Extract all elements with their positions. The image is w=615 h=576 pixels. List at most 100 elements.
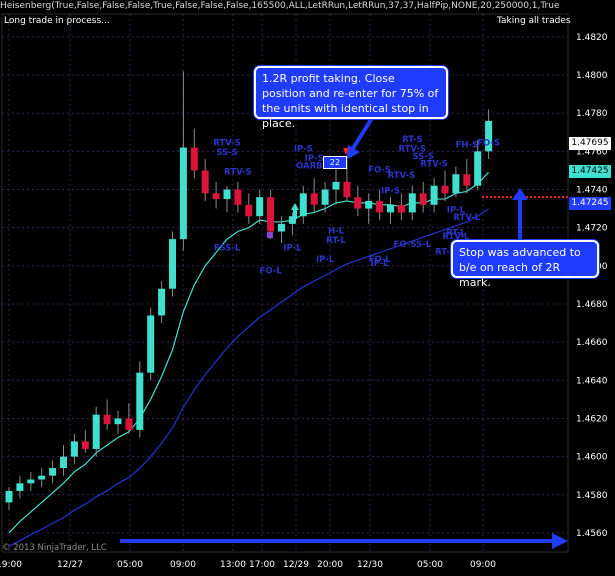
candle-bull <box>430 185 438 205</box>
indicator-parameters: Heisenberg(True,False,False,False,True,F… <box>0 1 560 11</box>
candle-bull <box>158 288 166 316</box>
candle-bull <box>169 239 176 289</box>
candle-bull <box>332 181 340 190</box>
candle-bull <box>27 479 35 484</box>
price-tick-label: 1.4620 <box>576 414 608 424</box>
price-tick-label: 1.4680 <box>576 300 608 310</box>
candle-bull <box>38 475 46 480</box>
candle-bear <box>267 197 275 232</box>
candle-bear <box>201 170 209 194</box>
signal-label: RTV-S <box>399 144 427 154</box>
price-tick-label: 1.4660 <box>576 338 608 348</box>
ema-fast-line <box>8 171 490 534</box>
copyright-notice: © 2013 NinjaTrader, LLC <box>2 543 107 553</box>
stop-advanced-callout: Stop was advanced to b/e on reach of 2R … <box>451 240 599 289</box>
signal-label: IP-L <box>316 255 335 265</box>
time-tick-label: 20:00 <box>317 560 343 570</box>
candle-bear <box>103 414 111 425</box>
signal-label: RTV-S <box>388 171 416 181</box>
signal-label: FO-S <box>368 165 391 175</box>
candle-bear <box>234 189 242 205</box>
entry-arrow-up <box>291 203 299 210</box>
candle-bull <box>114 418 122 425</box>
price-tick-label: 1.4580 <box>576 491 608 501</box>
candle-bear <box>190 147 198 171</box>
time-tick-label: 09:00 <box>470 560 496 570</box>
signal-label: IP-L <box>283 244 302 254</box>
signal-label: RTV-L <box>453 213 480 223</box>
candle-bear <box>212 193 220 200</box>
price-tick-label: 1.4560 <box>576 529 608 539</box>
entry-marker <box>267 232 273 238</box>
time-arrow-head <box>552 533 568 549</box>
candle-bull <box>452 174 460 194</box>
chart-grid <box>1 13 569 553</box>
candle-bull <box>223 189 231 200</box>
time-tick-label: 12/29 <box>283 560 309 570</box>
signal-label: IP-S <box>305 154 324 164</box>
plot-border <box>1 13 569 553</box>
signal-label: IP-S <box>381 186 400 196</box>
signal-label: RTV-L <box>442 232 469 242</box>
signal-label: IP-L <box>371 259 390 269</box>
candle-bull <box>365 200 373 209</box>
candle-bull <box>16 483 24 491</box>
time-tick-label: 05:00 <box>417 560 443 570</box>
candle-bear <box>463 174 471 186</box>
callout-arrow-head <box>346 145 360 160</box>
signal-label: FH-S <box>456 141 479 151</box>
candle-bull <box>147 315 155 373</box>
signal-labels: RTV-SSS-SRTV-SFSS-LFO-LIP-LIP-SOARB-SIP-… <box>213 135 500 277</box>
current-price-tag: 1.47695 <box>569 137 611 150</box>
ema-slow-line <box>8 208 489 547</box>
candle-bear <box>376 200 384 213</box>
trade-marker-badge: 22 <box>323 156 347 169</box>
price-tick-label: 1.4820 <box>576 33 608 43</box>
candle-bull <box>485 120 493 152</box>
trade-mode: Taking all trades <box>497 16 571 26</box>
trade-status: Long trade in process... <box>4 16 110 26</box>
price-tick-label: 1.4760 <box>576 147 608 157</box>
signal-label: OARB-S <box>296 162 332 172</box>
candle-bull <box>256 197 264 217</box>
trade-overlay <box>120 116 568 549</box>
signal-label: FO-L <box>369 255 392 265</box>
signal-label: SS-S <box>216 148 238 158</box>
price-tick-label: 1.4780 <box>576 109 608 119</box>
signal-label: FSS-L <box>214 244 241 254</box>
signal-label: FO-L <box>260 266 283 276</box>
signal-label: IP-L <box>447 205 466 215</box>
signal-label: RT-S <box>402 135 422 145</box>
time-tick-label: 09:00 <box>170 560 196 570</box>
candle-bear <box>397 204 405 213</box>
candle-bull <box>92 414 100 449</box>
price-tick-label: 1.4640 <box>576 376 608 386</box>
candle-bull <box>321 189 329 205</box>
candle-bear <box>310 193 318 205</box>
time-tick-label: 12/30 <box>357 560 383 570</box>
candle-bull <box>5 490 13 503</box>
candle-bull <box>387 204 394 213</box>
candles <box>5 71 493 511</box>
signal-label: RT-L <box>435 247 455 257</box>
candle-bear <box>441 185 449 194</box>
candle-bear <box>343 181 351 198</box>
entry-arrow-stem <box>293 209 297 219</box>
candle-bear <box>354 197 362 209</box>
signal-label: RT-L <box>446 228 466 238</box>
signal-label: RTV-S <box>224 167 252 177</box>
signal-label: IP-S <box>294 144 313 154</box>
moving-averages <box>8 171 490 547</box>
stop-arrow-head <box>512 188 528 200</box>
candle-bear <box>419 193 427 205</box>
price-tick-label: 1.4740 <box>576 186 608 196</box>
stop-price-tag-upper: 1.47425 <box>569 165 611 178</box>
time-tick-label: 12/27 <box>57 560 83 570</box>
candle-bear <box>81 441 89 449</box>
candle-bull <box>70 441 78 457</box>
time-tick-label: 19:00 <box>0 560 22 570</box>
price-tick-label: 1.4800 <box>576 71 608 81</box>
candle-bull <box>288 216 296 224</box>
